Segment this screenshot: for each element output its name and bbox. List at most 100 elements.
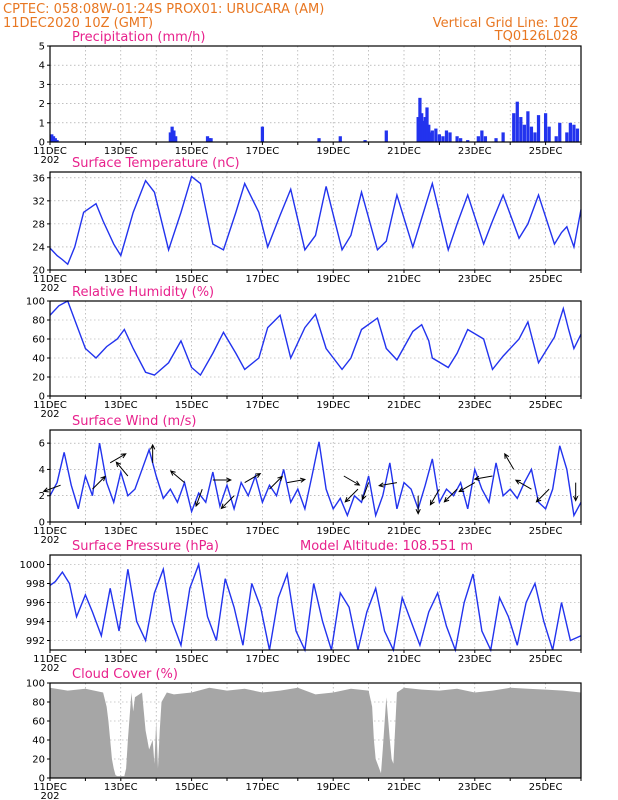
cloud-xtick-label: 25DEC [529,782,563,793]
temp-ytick-label: 20 [32,266,45,277]
precip-xtick-label: 25DEC [529,146,563,157]
cloud-xtick-label: 13DEC [104,782,138,793]
cloud-area [50,687,581,778]
precip-bar [476,136,480,142]
precip-bar [53,138,57,142]
pressure-series-line [49,561,582,653]
wind-arrow [344,488,359,503]
temp-xtick-year-stub: 202 [40,283,59,294]
precip-ytick-label: 3 [39,80,45,91]
wind-arrow [212,477,232,483]
wind-arrow [458,482,476,493]
wind-arrow [443,488,458,503]
pressure-frame [49,554,582,651]
pressure-ytick-label: 1000 [20,560,45,571]
pressure-xtick-label: 21DEC [387,654,421,665]
header-run-date: 11DEC2020 10Z (GMT) [3,16,153,31]
precip-bar [483,136,488,142]
wind-xtick-label: 13DEC [104,526,138,537]
precip-bar [55,140,59,142]
pressure-ytick-label: 998 [26,579,45,590]
precip-bar [50,134,54,142]
precip-bar [338,136,342,142]
precip-bar [207,138,211,142]
precip-bar [428,132,433,142]
precip-bar [423,117,427,142]
precip-bar [168,132,172,142]
rh-series-line [49,300,582,377]
precip-bar [174,136,178,142]
precip-bar [421,120,426,142]
pressure-xtick-label: 25DEC [529,654,563,665]
wind-arrow [92,475,107,490]
precip-bar [448,132,452,142]
precip-bar [480,130,484,142]
cloud-ytick-label: 100 [26,679,45,690]
wind-arrow [429,488,440,506]
cloud-ytick-label: 40 [32,736,45,747]
rh-xtick-label: 19DEC [316,400,350,411]
cloud-panel: 0 20 40 60 80 100 11DEC 13DEC 15DEC 17DEC 19DEC 21D… [26,667,582,800]
wind-arrow [514,479,532,490]
wind-arrow [42,484,61,493]
precip-bar [427,124,431,142]
cloud-ytick-label: 80 [32,698,45,709]
precip-bar [575,128,580,142]
wind-arrow [109,453,127,464]
precip-bar [512,113,516,142]
precip-bar [317,138,321,142]
wind-arrow [415,495,421,515]
precip-bar [172,130,176,142]
precip-bar [260,126,265,142]
cloud-xtick-label: 23DEC [458,782,492,793]
temp-ytick-label: 32 [32,196,45,207]
temp-frame [49,171,582,271]
temp-xtick-label: 11DEC [33,274,67,285]
precip-ytick-label: 1 [39,118,45,129]
precip-bar [494,138,498,142]
cloud-xtick-label: 11DEC [33,782,67,793]
temp-ytick-label: 36 [32,173,45,184]
precip-bar [547,126,551,142]
pressure-ytick-label: 996 [26,598,45,609]
precip-ytick-label: 2 [39,99,45,110]
precip-bar [170,126,174,142]
precip-bar [554,136,558,142]
precip-bar [425,107,429,142]
wind-xtick-label: 17DEC [246,526,280,537]
precip-bar [51,136,56,142]
cloud-ytick-label: 0 [39,774,45,785]
temp-series-line [49,175,582,266]
cloud-xtick-year-stub: 202 [40,791,59,800]
wind-arrow [361,482,370,501]
precip-bar [543,113,548,142]
wind-frame [49,429,582,523]
precip-bar [205,136,210,142]
rh-ytick-label: 60 [32,335,45,346]
pressure-annotation: Model Altitude: 108.551 m [300,539,473,554]
precip-bar [455,136,459,142]
precip-bar [565,132,569,142]
wind-arrow [473,475,493,481]
precip-bar [536,115,541,142]
wind-title: Surface Wind (m/s) [72,414,196,429]
rh-xtick-year-stub: 202 [40,409,59,420]
precip-xtick-label: 17DEC [246,146,280,157]
temp-title: Surface Temperature (nC) [72,156,240,171]
wind-xtick-label: 11DEC [33,526,67,537]
panels: 0 1 2 3 4 5 11DEC 13DEC 15DEC 17DEC 19DEC 21DEC 23DE… [20,30,582,800]
temp-panel: 20 24 28 32 36 11DEC 13DEC 15DEC 17DEC 19DEC 21DEC… [32,156,582,294]
rh-xtick-label: 15DEC [175,400,209,411]
precip-bar [459,138,463,142]
temp-ytick-label: 24 [32,242,45,253]
wind-arrow [150,443,156,463]
pressure-xtick-label: 11DEC [33,654,67,665]
precip-xtick-label: 13DEC [104,146,138,157]
precip-bar [526,111,530,142]
cloud-xtick-label: 19DEC [316,782,350,793]
precip-bar [441,136,445,142]
wind-ytick-label: 0 [39,518,45,529]
cloud-xtick-label: 21DEC [387,782,421,793]
precip-ytick-label: 0 [39,138,45,149]
wind-arrow [269,475,284,490]
